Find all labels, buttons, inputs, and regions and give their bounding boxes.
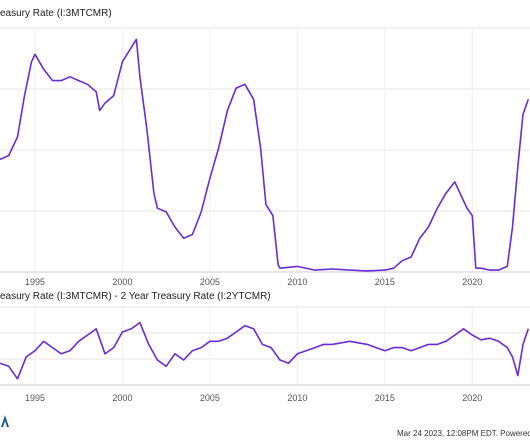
x-tick-label: 2010	[287, 277, 307, 287]
brand-logo-icon	[1, 415, 9, 427]
x-tick-label: 2005	[200, 277, 220, 287]
x-tick-label: 2020	[462, 277, 482, 287]
series-line	[0, 321, 530, 380]
x-tick-label: 2015	[375, 393, 395, 403]
x-tick-label: 2015	[375, 277, 395, 287]
x-tick-label: 1995	[25, 393, 45, 403]
x-tick-label: 2000	[112, 277, 132, 287]
x-tick-label: 2000	[112, 393, 132, 403]
x-tick-label: 2020	[462, 393, 482, 403]
chart-1-title: easury Rate (I:3MTCMR)	[0, 8, 112, 19]
x-tick-label: 2010	[287, 393, 307, 403]
footer-timestamp: Mar 24 2023, 12:08PM EDT. Powered b	[397, 429, 530, 438]
x-tick-label: 2005	[200, 393, 220, 403]
x-tick-label: 1995	[25, 277, 45, 287]
series-line	[0, 38, 530, 272]
chart-2-title: easury Rate (I:3MTCMR) - 2 Year Treasury…	[0, 291, 271, 302]
